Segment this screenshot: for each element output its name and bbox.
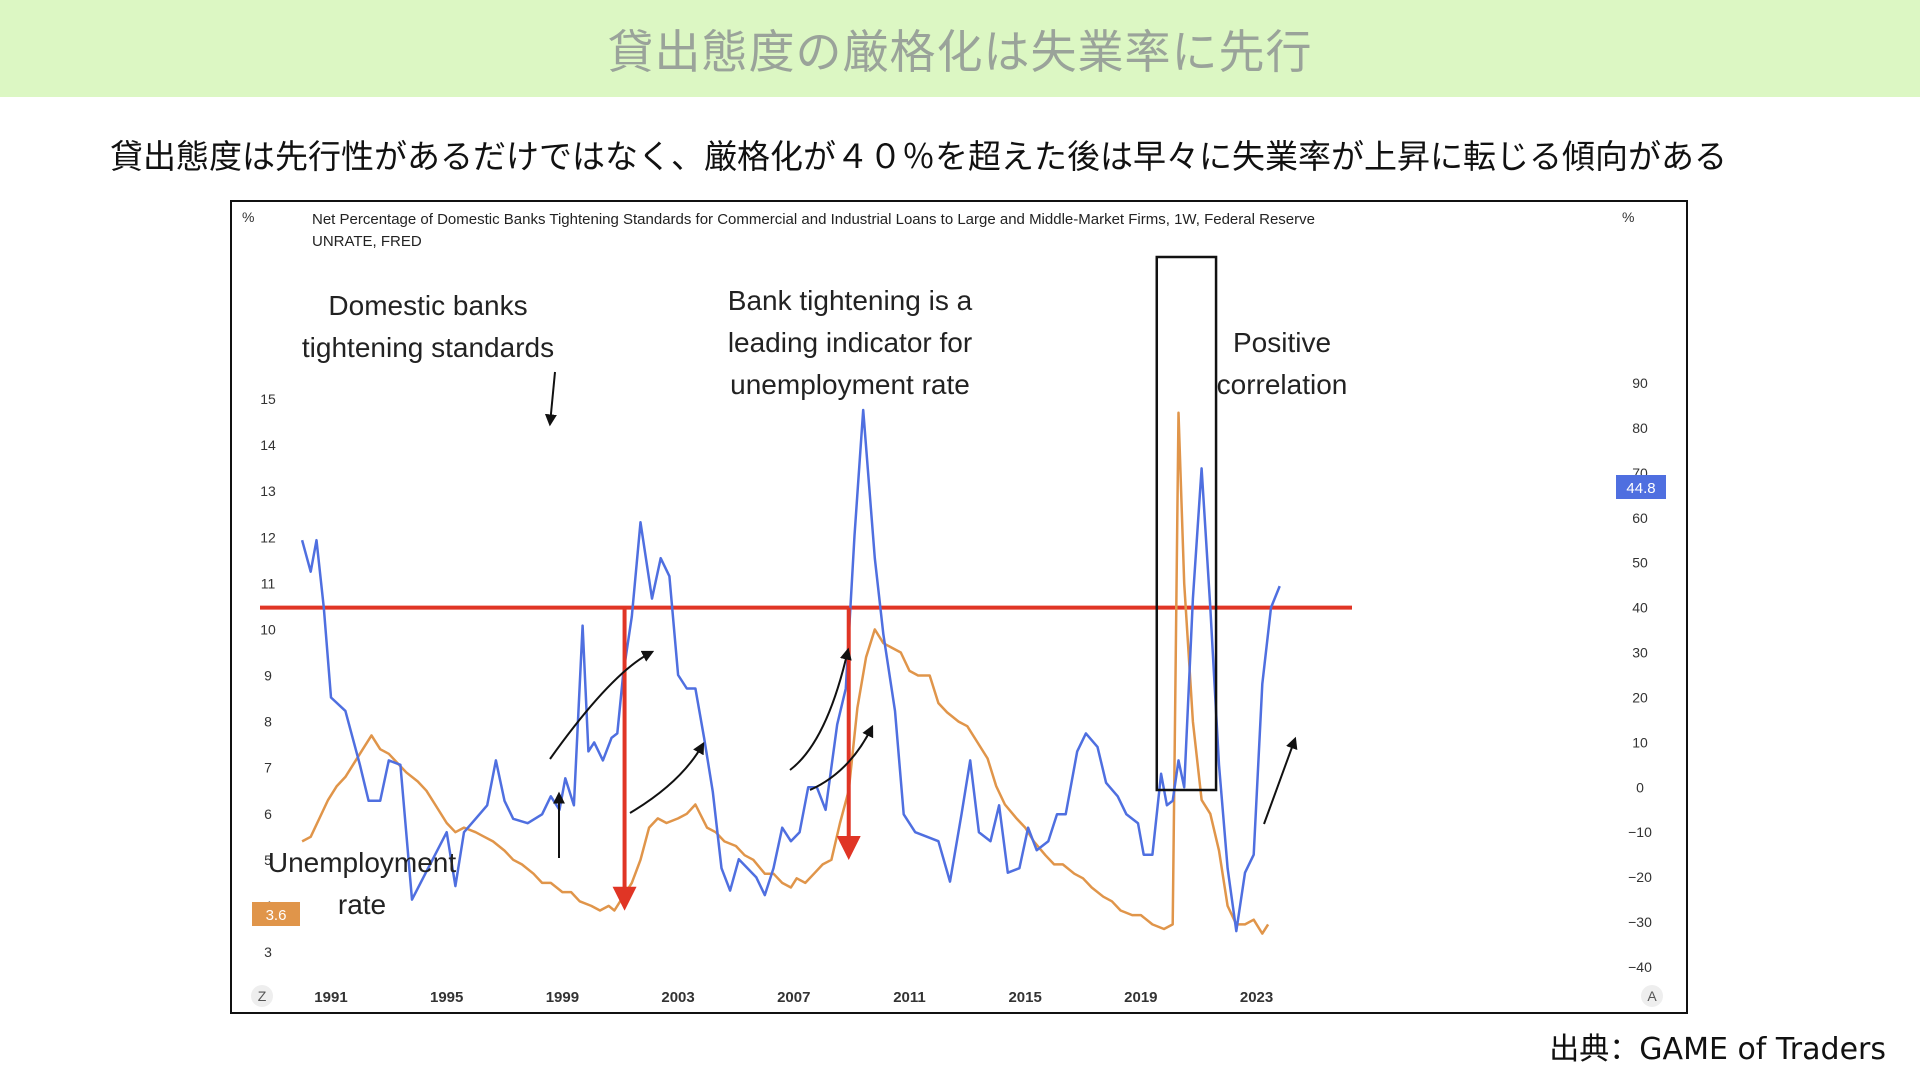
corner-button-right[interactable] <box>1641 985 1663 1007</box>
left-axis-tick: 5 <box>264 852 272 868</box>
annotation-unemployment-line1: Unemployment <box>268 847 457 878</box>
annotation-arrow <box>1263 736 1298 825</box>
annotation-leading-line1: Bank tightening is a <box>728 285 973 316</box>
x-axis-tick: 2007 <box>777 989 810 1006</box>
left-axis-tick: 9 <box>264 668 272 684</box>
left-axis-unit: % <box>242 209 254 225</box>
annotation-leading-line2: leading indicator for <box>728 327 972 358</box>
chart-frame: Net Percentage of Domestic Banks Tighten… <box>230 200 1688 1014</box>
annotation-arrow <box>789 647 852 771</box>
right-axis-tick: 10 <box>1632 734 1648 750</box>
page-subtitle: 貸出態度は先行性があるだけではなく、厳格化が４０％を超えた後は早々に失業率が上昇… <box>110 137 1727 176</box>
chart-header-line1: Net Percentage of Domestic Banks Tighten… <box>312 211 1315 228</box>
annotation-unemployment-line2: rate <box>338 889 386 920</box>
right-axis-tick: 40 <box>1632 600 1648 616</box>
x-axis-tick: 1995 <box>430 989 463 1006</box>
right-axis-tick: 80 <box>1632 420 1648 436</box>
left-axis-tick: 13 <box>260 483 276 499</box>
annotation-tightening-line2: tightening standards <box>302 332 554 363</box>
chart-header-line2: UNRATE, FRED <box>312 233 422 250</box>
x-axis-tick: 2011 <box>893 989 926 1006</box>
left-axis-tick: 6 <box>264 806 272 822</box>
right-axis-tick: 90 <box>1632 375 1648 391</box>
right-axis-tick: −40 <box>1628 959 1652 975</box>
left-axis-tick: 14 <box>260 437 276 453</box>
right-axis-tick: −10 <box>1628 824 1652 840</box>
left-axis-tick: 3 <box>264 944 272 960</box>
x-axis-tick: 2023 <box>1240 989 1273 1006</box>
correlation-box <box>1155 255 1218 792</box>
annotation-arrow <box>629 741 705 814</box>
left-axis-tick: 11 <box>261 575 276 591</box>
annotation-correlation-line2: correlation <box>1217 369 1348 400</box>
x-axis-tick: 2003 <box>661 989 694 1006</box>
last-value-tag-unemployment <box>252 902 300 926</box>
x-axis-tick: 1991 <box>314 989 347 1006</box>
corner-label-left: Z <box>258 988 267 1004</box>
right-axis-tick: 50 <box>1632 555 1648 571</box>
annotation-correlation-line1: Positive <box>1233 327 1331 358</box>
right-axis-tick: 30 <box>1632 645 1648 661</box>
right-axis-tick: 20 <box>1632 689 1648 705</box>
annotation-leading-line3: unemployment rate <box>730 369 970 400</box>
annotation-tightening-line1: Domestic banks <box>328 290 527 321</box>
right-axis-tick: 0 <box>1636 779 1644 795</box>
left-axis-tick: 7 <box>264 760 272 776</box>
page-title: 貸出態度の厳格化は失業率に先行 <box>607 24 1313 79</box>
last-value-unemployment: 3.6 <box>266 907 287 924</box>
corner-label-right: A <box>1647 988 1657 1004</box>
left-axis-tick: 8 <box>264 714 272 730</box>
right-axis-tick: −20 <box>1628 869 1652 885</box>
chart-svg: Net Percentage of Domestic Banks Tighten… <box>242 209 1666 1007</box>
x-axis-tick: 2015 <box>1008 989 1041 1006</box>
left-axis-tick: 10 <box>260 621 276 637</box>
corner-button-left[interactable] <box>251 985 273 1007</box>
series-line-unemployment <box>301 411 1270 935</box>
right-axis-unit: % <box>1622 209 1634 225</box>
x-axis-tick: 1999 <box>546 989 579 1006</box>
left-axis-tick: 15 <box>260 391 276 407</box>
last-value-tightening: 44.8 <box>1626 480 1655 497</box>
last-value-tag-tightening <box>1616 475 1666 499</box>
right-axis-tick: −30 <box>1628 914 1652 930</box>
annotation-arrow <box>549 650 655 760</box>
series-line-tightening <box>300 408 1281 933</box>
title-banner: 貸出態度の厳格化は失業率に先行 <box>0 0 1920 97</box>
left-axis-tick: 12 <box>260 529 276 545</box>
right-axis-tick: 60 <box>1632 510 1648 526</box>
annotation-arrow <box>544 371 557 427</box>
x-axis-tick: 2019 <box>1124 989 1157 1006</box>
annotation-arrow <box>809 724 874 791</box>
source-credit: 出典：GAME of Traders <box>1549 1032 1886 1067</box>
